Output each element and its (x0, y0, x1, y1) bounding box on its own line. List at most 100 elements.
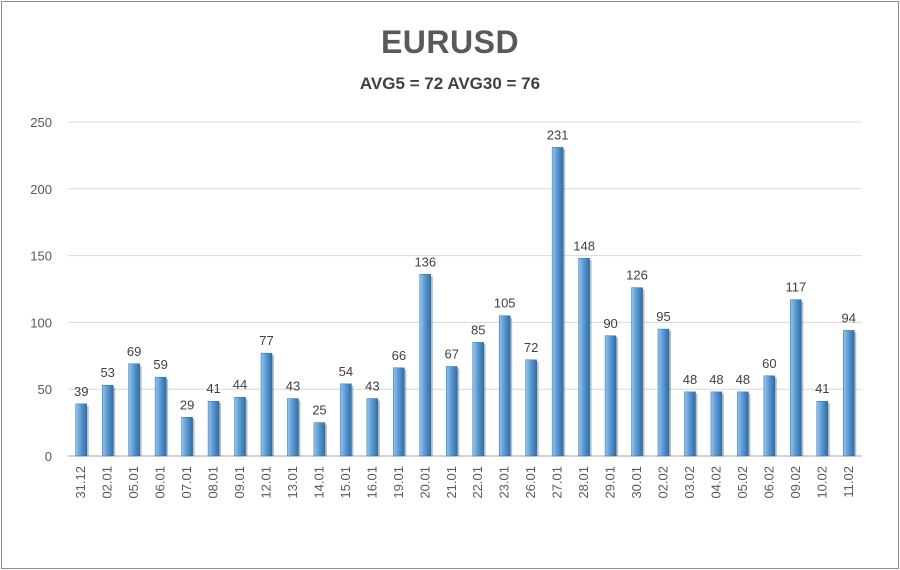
x-tick-label: 06.02 (761, 466, 776, 499)
bar (578, 258, 590, 457)
x-tick-label: 07.01 (179, 466, 194, 499)
bar (551, 147, 564, 457)
x-tick-label: 16.01 (364, 466, 379, 499)
x-tick-label: 09.01 (232, 466, 247, 499)
bar (393, 367, 405, 457)
data-label: 72 (524, 340, 538, 355)
bar (419, 274, 432, 457)
x-tick-label: 27.01 (550, 466, 565, 499)
data-label: 54 (339, 364, 353, 379)
bar (75, 403, 87, 457)
x-tick-label: 08.01 (206, 466, 221, 499)
x-tick-label: 29.01 (603, 466, 618, 499)
bar (790, 299, 802, 457)
bar (684, 391, 696, 457)
data-label: 43 (365, 379, 379, 394)
x-tick-label: 10.02 (814, 466, 829, 499)
data-label: 94 (842, 310, 856, 325)
data-label: 48 (736, 372, 750, 387)
bar (128, 363, 140, 457)
chart-subtitle: AVG5 = 72 AVG30 = 76 (359, 74, 541, 93)
y-tick-label: 100 (30, 315, 52, 330)
x-tick-label: 03.02 (682, 466, 697, 499)
bar (631, 287, 643, 457)
x-tick-label: 14.01 (311, 466, 326, 499)
x-tick-label: 04.02 (708, 466, 723, 499)
x-tick-label: 22.01 (470, 466, 485, 499)
x-tick-label: 12.01 (259, 466, 274, 499)
bar (234, 396, 246, 457)
y-tick-label: 200 (30, 182, 52, 197)
bar (710, 391, 723, 457)
data-label: 39 (74, 384, 88, 399)
x-tick-label: 26.01 (523, 466, 538, 499)
bar (154, 376, 167, 457)
bar (313, 422, 326, 457)
x-tick-label: 21.01 (444, 466, 459, 499)
x-tick-label: 11.02 (841, 466, 856, 498)
data-label: 231 (547, 127, 569, 142)
data-label: 29 (180, 397, 194, 412)
x-tick-label: 19.01 (391, 466, 406, 499)
data-label: 136 (414, 254, 436, 269)
bar (816, 400, 829, 457)
bar (737, 391, 749, 457)
bar (101, 384, 114, 457)
x-tick-label: 31.12 (73, 466, 88, 499)
data-label: 44 (233, 377, 247, 392)
data-label: 126 (626, 268, 648, 283)
data-label: 41 (815, 381, 829, 396)
data-label: 41 (206, 381, 220, 396)
x-tick-label: 02.02 (656, 466, 671, 499)
x-tick-label: 23.01 (497, 466, 512, 499)
data-labels: 39 53 69 59 29 41 44 77 43 25 54 43 66 136 67 85 105 72 23… (74, 127, 856, 417)
x-tick-label: 02.01 (100, 466, 115, 499)
bar (472, 342, 484, 457)
x-tick-label: 15.01 (338, 466, 353, 499)
data-label: 77 (259, 333, 273, 348)
bar (260, 352, 273, 457)
x-tick-label: 09.02 (788, 466, 803, 499)
bar (657, 328, 670, 457)
x-tick-label: 13.01 (285, 466, 300, 499)
bar (604, 335, 617, 457)
bar (763, 375, 776, 457)
x-tick-label: 05.01 (126, 466, 141, 499)
data-label: 69 (127, 344, 141, 359)
bar (843, 330, 855, 457)
data-label: 90 (603, 316, 617, 331)
x-tick-label: 28.01 (576, 466, 591, 499)
y-tick-label: 50 (38, 382, 52, 397)
x-tick-label: 05.02 (735, 466, 750, 499)
bar (287, 398, 299, 457)
data-label: 67 (445, 346, 459, 361)
data-label: 53 (100, 365, 114, 380)
y-tick-label: 150 (30, 249, 52, 264)
y-axis-ticks: 0 50 100 150 200 250 (30, 115, 52, 464)
data-label: 95 (656, 309, 670, 324)
x-tick-label: 20.01 (417, 466, 432, 499)
data-label: 85 (471, 322, 485, 337)
data-label: 105 (494, 296, 516, 311)
data-label: 117 (785, 280, 806, 295)
data-label: 60 (762, 356, 776, 371)
y-tick-label: 250 (30, 115, 52, 130)
gridlines (68, 121, 862, 457)
x-tick-label: 06.01 (153, 466, 168, 499)
data-label: 25 (312, 403, 326, 418)
data-label: 48 (683, 372, 697, 387)
data-label: 59 (153, 357, 167, 372)
bar (207, 400, 220, 457)
bar (366, 398, 379, 457)
x-axis-ticks: 31.12 02.01 05.01 06.01 07.01 08.01 09.01 12.01… (73, 466, 856, 499)
bar (340, 383, 352, 457)
data-label: 66 (392, 348, 406, 363)
data-label: 148 (573, 238, 595, 253)
bar (498, 315, 511, 457)
data-label: 48 (709, 372, 723, 387)
data-label: 43 (286, 379, 300, 394)
y-tick-label: 0 (45, 449, 52, 464)
bar (446, 366, 458, 457)
